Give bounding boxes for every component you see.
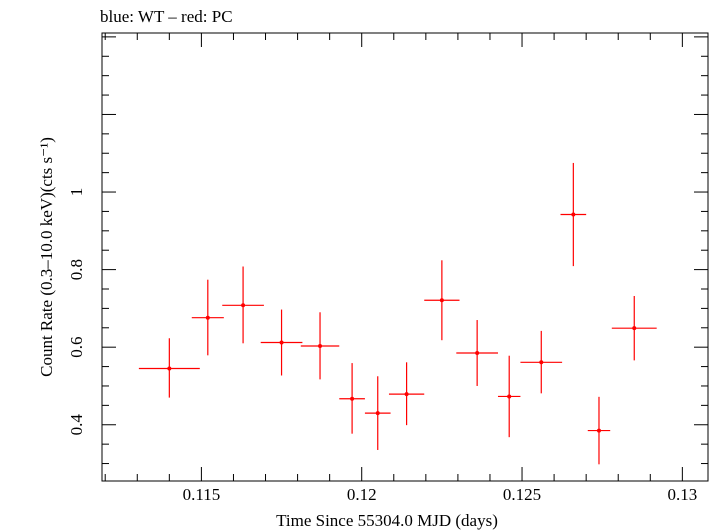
data-point	[138, 338, 200, 398]
data-marker	[539, 360, 544, 365]
data-point	[339, 363, 365, 434]
data-marker	[279, 340, 284, 345]
data-point	[587, 396, 611, 465]
data-marker	[318, 344, 323, 349]
data-marker	[350, 396, 355, 401]
data-marker	[596, 428, 601, 433]
data-point	[560, 162, 587, 267]
data-marker	[167, 366, 172, 371]
data-marker	[404, 392, 409, 397]
y-axis-label: Count Rate (0.3–10.0 keV)(cts s⁻¹)	[37, 137, 56, 377]
data-marker	[632, 326, 637, 331]
x-axis: 0.115 0.12 0.125 0.13	[104, 33, 697, 504]
data-marker	[571, 212, 576, 217]
data-marker	[507, 394, 512, 399]
y-tick-label: 0.4	[67, 414, 86, 436]
data-point	[191, 279, 224, 356]
data-marker	[475, 351, 480, 355]
x-tick-label: 0.125	[503, 485, 541, 504]
x-tick-label: 0.115	[183, 485, 221, 504]
data-point	[456, 320, 498, 386]
data-marker	[205, 315, 210, 320]
data-point	[611, 295, 657, 361]
x-axis-label: Time Since 55304.0 MJD (days)	[276, 511, 498, 530]
data-marker	[439, 298, 444, 303]
data-point	[388, 362, 425, 426]
data-point	[364, 376, 391, 450]
data-marker	[241, 303, 246, 308]
data-marker	[375, 411, 380, 416]
data-point	[520, 330, 563, 394]
data-point	[497, 355, 521, 438]
chart-header: blue: WT – red: PC	[100, 7, 233, 26]
x-tick-label: 0.13	[667, 485, 697, 504]
data-point	[424, 260, 460, 341]
y-axis: 0.4 0.6 0.8 1	[67, 36, 708, 465]
y-tick-label: 0.6	[67, 337, 86, 358]
data-series-pc	[138, 162, 657, 465]
x-tick-label: 0.12	[347, 485, 377, 504]
data-point	[300, 312, 340, 380]
plot-frame	[101, 32, 709, 482]
y-tick-label: 0.8	[67, 259, 86, 280]
data-point	[222, 266, 264, 344]
y-tick-label: 1	[67, 188, 86, 197]
data-point	[260, 309, 303, 376]
